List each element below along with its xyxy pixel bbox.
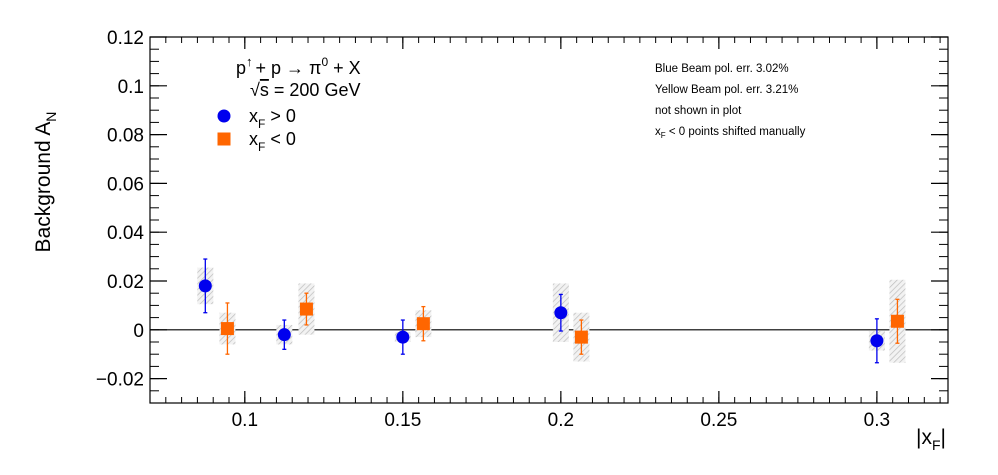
note-shift: xF < 0 points shifted manually — [655, 126, 806, 140]
polarization-notes: Blue Beam pol. err. 3.02% Yellow Beam po… — [655, 63, 806, 140]
data-point-xf-positive — [870, 334, 884, 348]
data-point-xf-negative — [574, 330, 588, 344]
data-point-xf-positive — [277, 328, 291, 342]
y-tick-label: 0.04 — [107, 223, 144, 244]
y-axis-title: Background AN — [32, 112, 59, 253]
legend-label-xf-positive: xF > 0 — [249, 106, 296, 131]
legend-marker-xf-positive — [217, 109, 231, 123]
y-tick-label: 0 — [133, 321, 144, 342]
x-tick-labels: 0.1 0.15 0.2 0.25 0.3 — [232, 410, 891, 431]
x-tick-label: 0.15 — [384, 410, 421, 431]
data-point-xf-negative — [890, 314, 904, 328]
y-tick-label: 0.1 — [118, 77, 144, 98]
data-point-xf-negative — [299, 302, 313, 316]
y-tick-label: −0.02 — [96, 370, 144, 391]
y-tick-labels: −0.02 0 0.02 0.04 0.06 0.08 0.1 0.12 — [96, 28, 145, 391]
data-point-xf-positive — [198, 279, 212, 293]
data-point-xf-negative — [416, 317, 430, 331]
y-tick-label: 0.12 — [107, 28, 144, 49]
data-point-xf-positive — [554, 306, 568, 320]
y-tick-label: 0.08 — [107, 126, 144, 147]
x-tick-label: 0.25 — [700, 410, 737, 431]
data-point-xf-positive — [396, 330, 410, 344]
data-point-xf-negative — [220, 322, 234, 336]
note-blue-beam: Blue Beam pol. err. 3.02% — [655, 63, 789, 75]
legend-energy: √s = 200 GeV — [250, 80, 360, 100]
x-tick-label: 0.1 — [232, 410, 258, 431]
legend-marker-xf-negative — [217, 132, 231, 146]
y-tick-label: 0.06 — [107, 174, 144, 195]
legend-reaction: p↑ + p → π0 + X — [236, 54, 361, 78]
legend-label-xf-negative: xF < 0 — [249, 129, 296, 154]
major-ticks — [150, 36, 948, 403]
note-not-shown: not shown in plot — [655, 105, 742, 117]
note-yellow-beam: Yellow Beam pol. err. 3.21% — [655, 84, 798, 96]
x-tick-label: 0.3 — [864, 410, 890, 431]
x-tick-label: 0.2 — [548, 410, 574, 431]
legend: p↑ + p → π0 + X √s = 200 GeV xF > 0 xF < … — [217, 54, 361, 154]
x-axis-title: |xF| — [916, 426, 946, 453]
data-markers — [198, 279, 904, 348]
y-tick-label: 0.02 — [107, 272, 144, 293]
